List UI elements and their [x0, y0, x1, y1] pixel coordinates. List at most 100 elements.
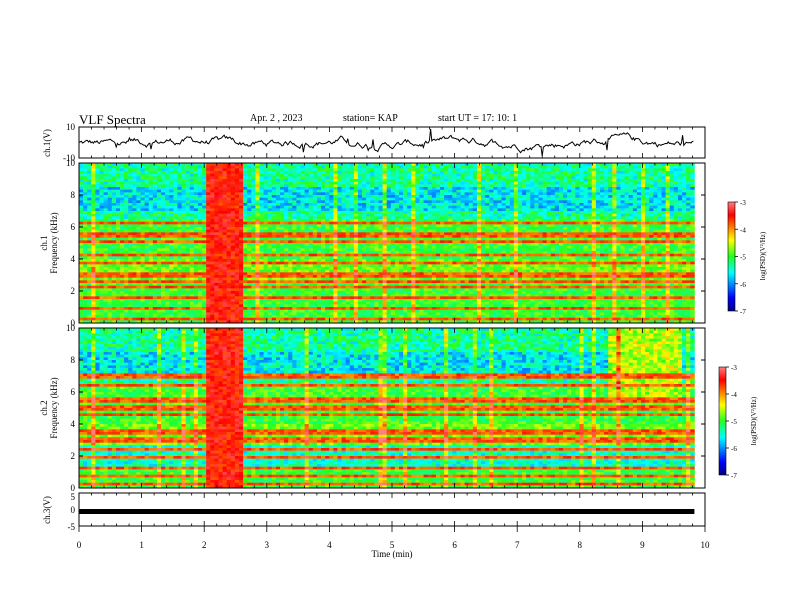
spectrogram-cell	[124, 245, 129, 249]
spectrogram-cell	[120, 264, 125, 268]
spectrogram-cell	[382, 291, 388, 295]
spectrogram-cell	[181, 171, 187, 175]
spectrogram-cell	[304, 267, 310, 271]
spectrogram-cell	[300, 285, 306, 289]
spectrogram-cell	[308, 277, 314, 281]
spectrogram-cell	[83, 232, 88, 236]
spectrogram-cell	[173, 179, 178, 183]
spectrogram-cell	[144, 285, 150, 289]
spectrogram-cell	[193, 312, 199, 316]
spectrogram-cell	[411, 267, 416, 271]
spectrogram-cell	[325, 189, 330, 193]
spectrogram-cell	[156, 163, 162, 167]
spectrogram-cell	[169, 245, 174, 249]
spectrogram-cell	[148, 208, 154, 212]
spectrogram-cell	[87, 219, 92, 223]
spectrogram-cell	[394, 235, 400, 239]
spectrogram-cell	[165, 195, 170, 199]
spectrogram-cell	[333, 267, 338, 271]
spectrogram-cell	[193, 272, 199, 276]
spectrogram-cell	[382, 277, 388, 281]
spectrogram-cell	[255, 296, 260, 300]
spectrogram-cell	[197, 165, 203, 169]
spectrogram-cell	[210, 168, 215, 172]
spectrogram-cell	[128, 221, 133, 225]
spectrogram-cell	[136, 277, 141, 281]
spectrogram-cell	[251, 184, 256, 188]
spectrogram-cell	[308, 179, 314, 183]
spectrogram-cell	[325, 216, 330, 220]
spectrogram-cell	[378, 235, 383, 239]
spectrogram-cell	[226, 261, 232, 265]
spectrogram-cell	[398, 259, 404, 263]
spectrogram-cell	[271, 229, 277, 233]
ch1-waveform-frame	[78, 126, 706, 159]
spectrogram-cell	[275, 235, 281, 239]
spectrogram-cell	[124, 176, 129, 180]
spectrogram-cell	[345, 299, 351, 303]
spectrogram-cell	[214, 203, 219, 207]
spectrogram-cell	[296, 213, 301, 217]
spectrogram-cell	[115, 259, 121, 263]
spectrogram-cell	[173, 272, 178, 276]
spectrogram-cell	[333, 200, 338, 204]
spectrogram-cell	[308, 301, 314, 305]
spectrogram-cell	[128, 181, 133, 185]
spectrogram-cell	[345, 291, 351, 295]
spectrogram-cell	[259, 168, 265, 172]
spectrogram-cell	[280, 256, 285, 260]
spectrogram-cell	[341, 165, 347, 169]
spectrogram-cell	[259, 248, 265, 252]
spectrogram-cell	[165, 219, 170, 223]
spectrogram-cell	[329, 229, 334, 233]
spectrogram-cell	[374, 229, 379, 233]
spectrogram-cell	[300, 195, 306, 199]
spectrogram-cell	[247, 224, 252, 228]
spectrogram-cell	[288, 304, 293, 308]
spectrogram-cell	[197, 315, 203, 319]
spectrogram-cell	[280, 232, 285, 236]
spectrogram-cell	[284, 291, 289, 295]
spectrogram-cell	[390, 296, 396, 300]
spectrogram-cell	[87, 229, 92, 233]
spectrogram-cell	[407, 200, 412, 204]
spectrogram-cell	[128, 227, 133, 231]
spectrogram-cell	[415, 179, 420, 183]
spectrogram-cell	[308, 283, 314, 287]
spectrogram-cell	[275, 269, 281, 273]
spectrogram-cell	[238, 224, 244, 228]
spectrogram-cell	[353, 229, 359, 233]
spectrogram-cell	[148, 237, 154, 241]
spectrogram-cell	[394, 208, 400, 212]
spectrogram-cell	[238, 227, 244, 231]
spectrogram-cell	[411, 253, 416, 257]
date-label: Apr. 2 , 2023	[250, 113, 303, 124]
spectrogram-cell	[230, 245, 236, 249]
spectrogram-cell	[197, 181, 203, 185]
spectrogram-cell	[152, 291, 158, 295]
spectrogram-cell	[353, 277, 359, 281]
spectrogram-cell	[353, 189, 359, 193]
spectrogram-cell	[370, 259, 375, 263]
spectrogram-cell	[124, 219, 129, 223]
spectrogram-cell	[394, 184, 400, 188]
spectrogram-cell	[197, 264, 203, 268]
spectrogram-cell	[321, 227, 326, 231]
spectrogram-cell	[394, 181, 400, 185]
spectrogram-cell	[407, 288, 412, 292]
spectrogram-cell	[280, 179, 285, 183]
spectrogram-cell	[366, 173, 371, 177]
spectrogram-cell	[325, 195, 330, 199]
spectrogram-cell	[357, 208, 363, 212]
spectrogram-cell	[292, 283, 297, 287]
spectrogram-cell	[353, 235, 359, 239]
spectrogram-cell	[79, 171, 84, 175]
spectrogram-cell	[189, 288, 195, 292]
spectrogram-cell	[169, 283, 174, 287]
spectrogram-cell	[124, 237, 129, 241]
spectrogram-cell	[152, 301, 158, 305]
spectrogram-cell	[280, 213, 285, 217]
spectrogram-cell	[107, 312, 113, 316]
spectrogram-cell	[390, 307, 396, 311]
spectrogram-cell	[296, 269, 301, 273]
